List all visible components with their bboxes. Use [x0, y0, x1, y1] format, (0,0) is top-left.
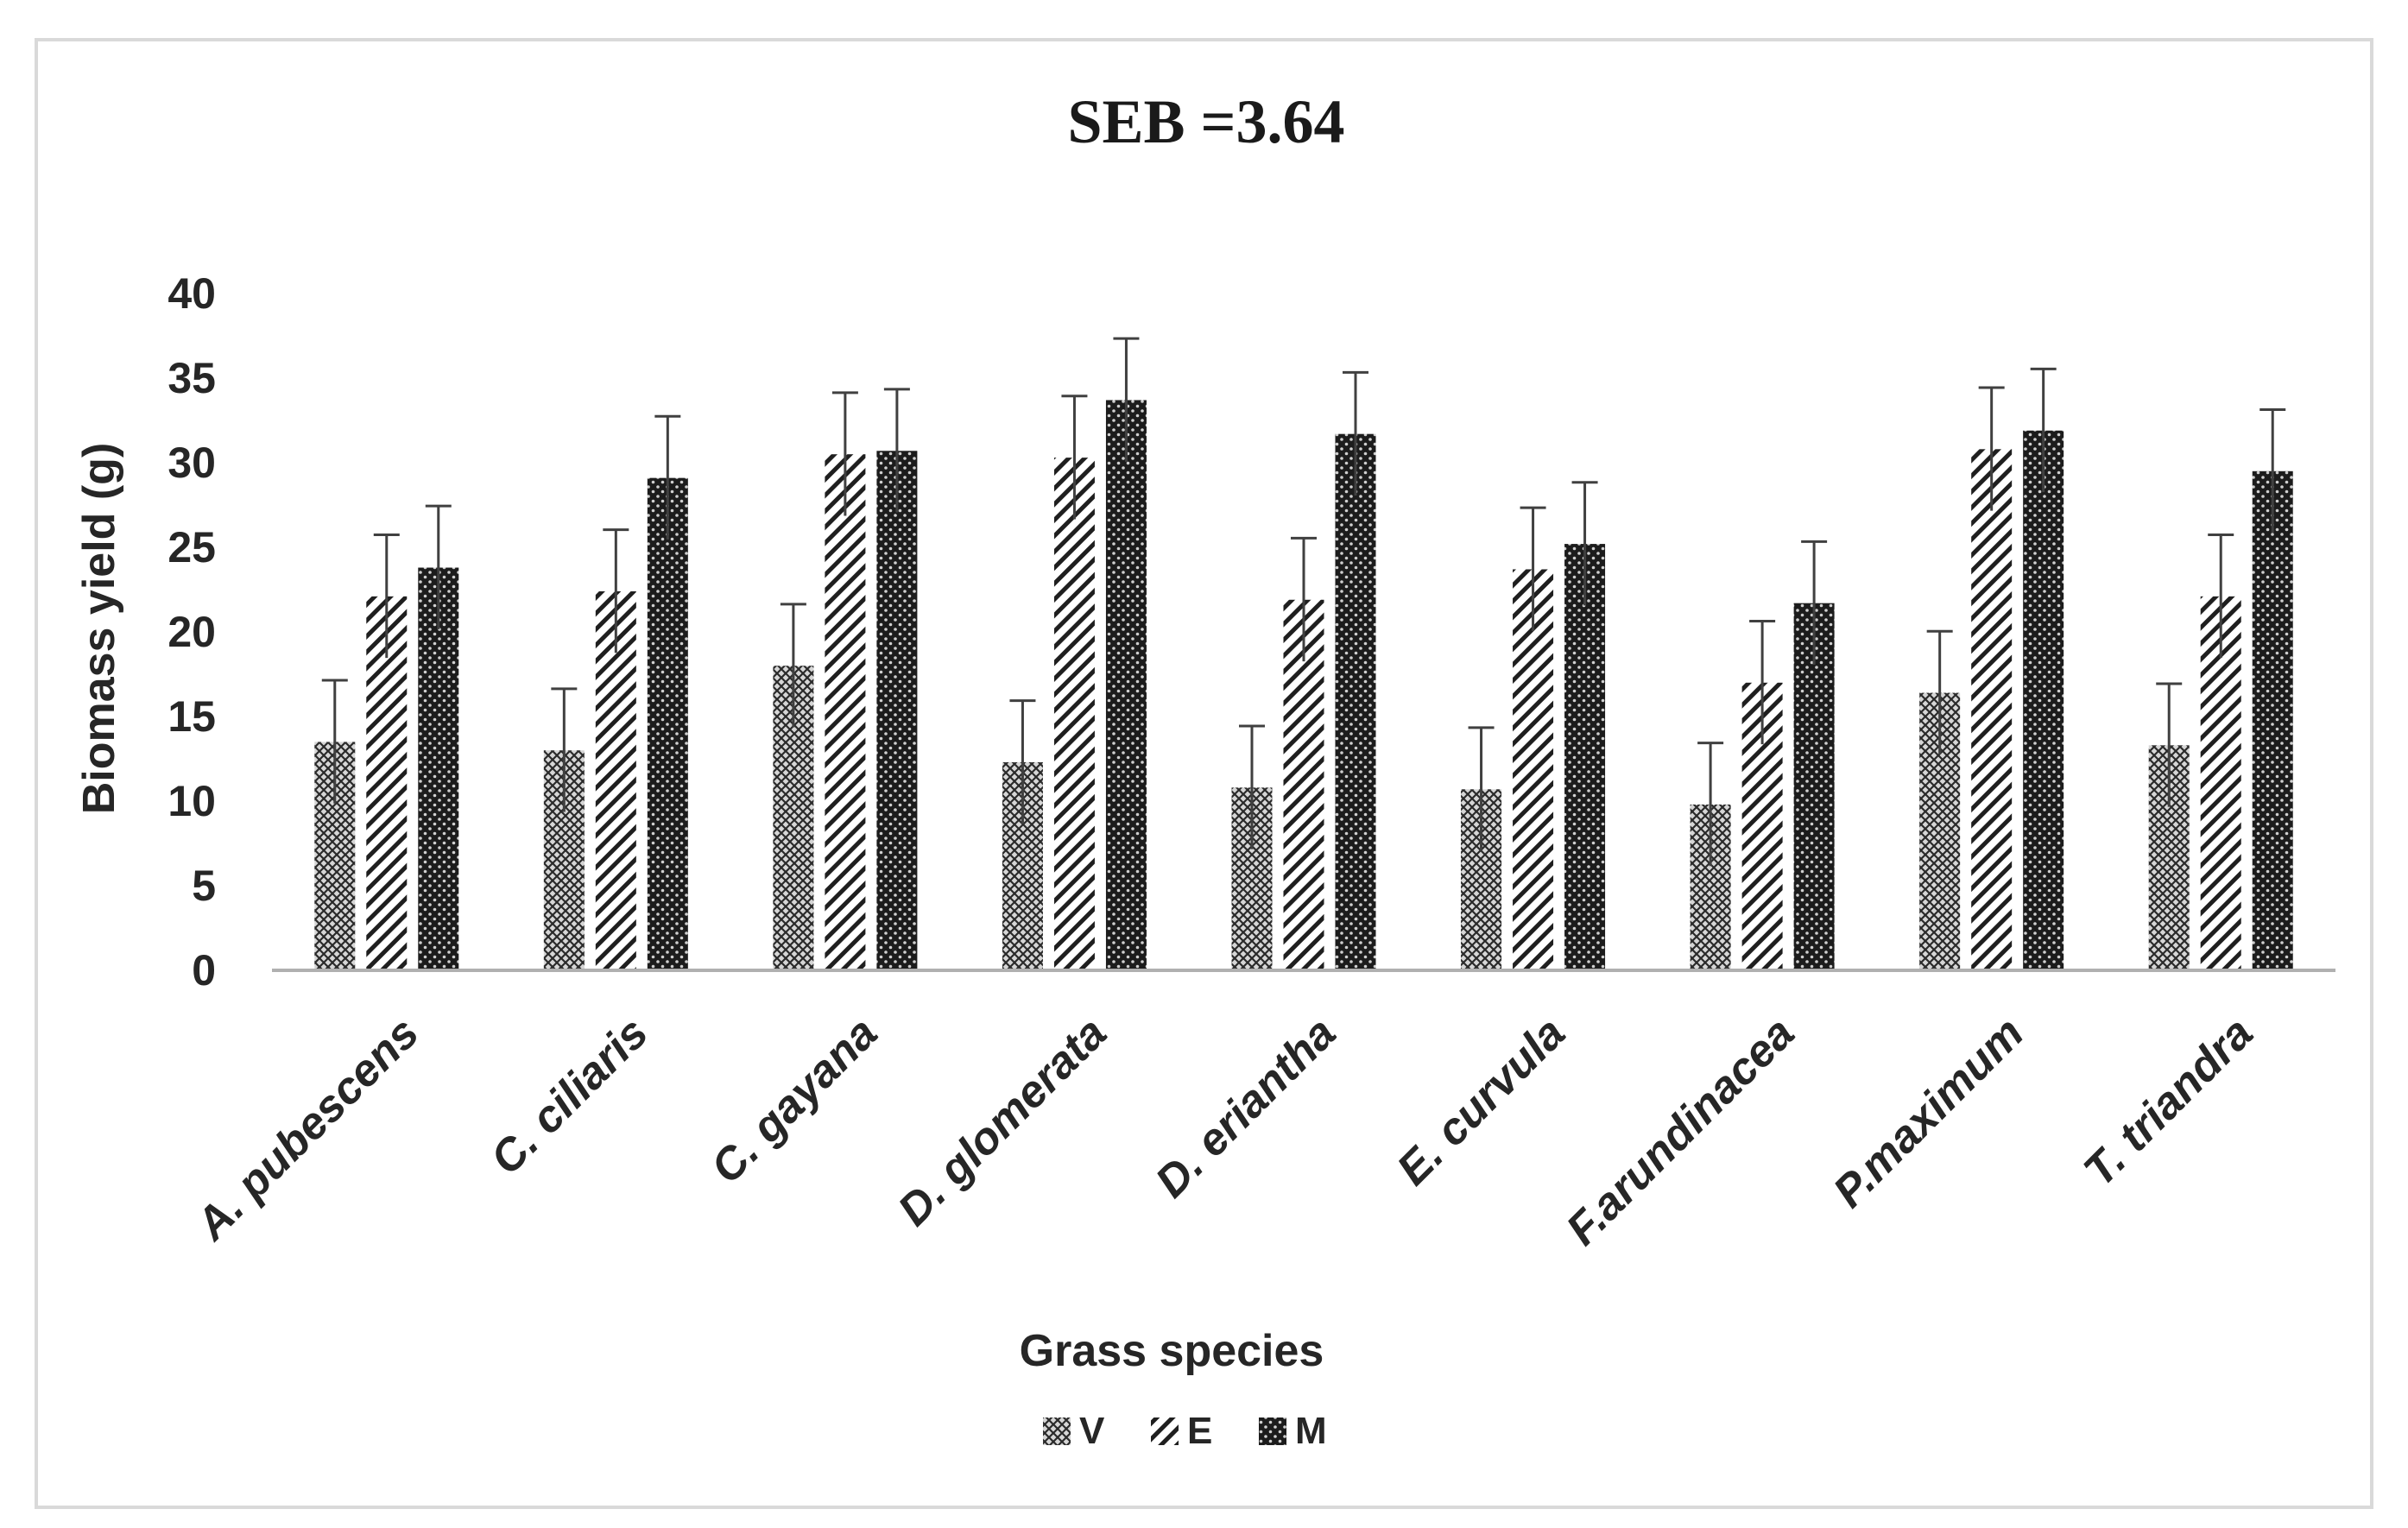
- error-bar: [1239, 724, 1265, 849]
- bar-e: [366, 596, 408, 970]
- bar-m: [2252, 470, 2293, 970]
- legend-swatch-v: [1043, 1418, 1071, 1445]
- bar-m: [1335, 433, 1376, 970]
- error-bar: [2208, 533, 2234, 659]
- bars-layer: [314, 400, 2293, 971]
- legend-item-m: M: [1259, 1410, 1327, 1452]
- error-bar: [1061, 395, 1088, 520]
- y-tick-label: 10: [167, 777, 216, 825]
- bar-e: [1971, 449, 2013, 970]
- error-bar: [551, 687, 578, 812]
- error-bar: [603, 528, 629, 654]
- y-tick-label: 0: [192, 946, 216, 994]
- error-bar: [1801, 540, 1828, 666]
- error-bar: [1468, 726, 1495, 851]
- error-bar: [831, 391, 858, 516]
- error-bar: [1113, 337, 1140, 462]
- legend-swatch-m: [1259, 1418, 1286, 1445]
- error-bar: [1343, 370, 1368, 496]
- y-tick-label: 40: [167, 269, 216, 318]
- bar-e: [1283, 599, 1324, 970]
- error-bar: [2259, 407, 2286, 534]
- bar-e: [2200, 596, 2241, 970]
- bar-m: [647, 477, 688, 970]
- error-bar: [1291, 536, 1317, 662]
- error-bar: [373, 533, 400, 659]
- y-tick-label: 20: [167, 608, 216, 656]
- legend-label: E: [1187, 1410, 1212, 1452]
- bar-m: [418, 567, 459, 970]
- error-bar: [1926, 629, 1953, 755]
- legend-label: V: [1079, 1410, 1105, 1452]
- error-bar: [1978, 386, 2005, 511]
- legend-swatch-e: [1151, 1418, 1179, 1445]
- legend-item-v: V: [1043, 1410, 1105, 1452]
- bar-m: [2023, 430, 2064, 970]
- bar-e: [825, 454, 866, 970]
- error-bar: [1009, 699, 1036, 824]
- error-bar: [780, 603, 806, 728]
- error-bar: [425, 504, 452, 629]
- bar-e: [1053, 458, 1095, 970]
- bar-e: [595, 590, 636, 970]
- y-axis-ticks: 0 5 10 15 20 25 30 35 40: [167, 269, 216, 994]
- error-bars-layer: [321, 337, 2286, 867]
- error-bar: [321, 679, 348, 804]
- error-bar: [654, 414, 681, 540]
- error-bar: [883, 388, 910, 513]
- legend-item-e: E: [1151, 1410, 1212, 1452]
- y-tick-label: 30: [167, 439, 216, 487]
- legend-label: M: [1295, 1410, 1327, 1452]
- error-bar: [1520, 506, 1546, 631]
- y-axis-label: Biomass yield (g): [74, 443, 124, 815]
- x-axis-label: Grass species: [1020, 1326, 1324, 1376]
- bar-m: [1105, 400, 1147, 971]
- bar-m: [1564, 544, 1606, 970]
- error-bar: [1697, 742, 1724, 867]
- error-bar: [2030, 367, 2057, 493]
- y-tick-label: 15: [167, 692, 216, 741]
- bar-e: [1513, 569, 1554, 970]
- y-tick-label: 5: [192, 862, 216, 910]
- bar-m: [876, 451, 918, 970]
- chart-title: SEB =3.64: [1067, 87, 1344, 156]
- error-bar: [2156, 682, 2183, 807]
- error-bar: [1749, 619, 1776, 745]
- y-tick-label: 35: [167, 354, 216, 402]
- error-bar: [1571, 481, 1598, 606]
- y-tick-label: 25: [167, 523, 216, 571]
